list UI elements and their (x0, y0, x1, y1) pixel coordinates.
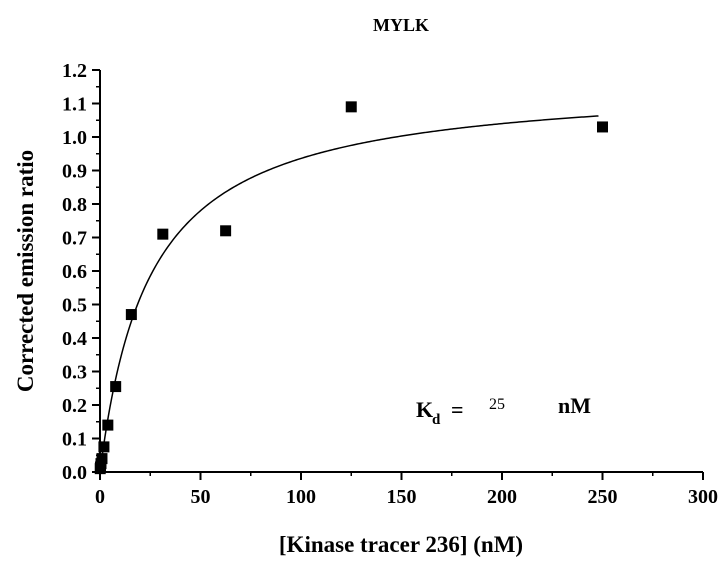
x-tick-label: 50 (191, 486, 211, 508)
y-tick-label: 0.2 (62, 395, 87, 417)
y-tick-label: 0.4 (62, 328, 87, 350)
kd-value: 25 (489, 396, 505, 413)
data-point (345, 101, 357, 113)
y-tick-label: 0.5 (62, 295, 87, 317)
y-tick-label: 0.7 (62, 228, 87, 250)
y-axis-label: Corrected emission ratio (13, 150, 38, 392)
data-point (96, 453, 108, 465)
data-point (102, 419, 114, 431)
x-axis-label: [Kinase tracer 236] (nM) (279, 532, 523, 557)
y-tick-label: 0.1 (62, 429, 87, 451)
data-point (597, 121, 608, 133)
y-tick-label: 1.0 (62, 127, 87, 149)
axes: 0.0 0.1 0.2 0.3 0.4 0.5 0.6 0.7 0.8 0.9 1.0 1.1 1.2 0… (62, 60, 718, 508)
data-point (110, 381, 122, 393)
kd-symbol: K (416, 397, 433, 422)
fit-layer (99, 115, 599, 473)
kd-equals: = (451, 397, 464, 422)
chart-title: MYLK (373, 15, 429, 35)
data-point (125, 309, 137, 321)
y-tick-label: 0.3 (62, 362, 87, 384)
points-layer (94, 101, 608, 475)
kd-unit: nM (558, 393, 591, 418)
y-tick-label: 0.9 (62, 161, 87, 183)
x-tick-label: 0 (95, 486, 105, 508)
y-tick-label: 1.2 (62, 60, 87, 82)
x-tick-label: 250 (588, 486, 618, 508)
x-tick-label: 300 (688, 486, 718, 508)
fit-curve (99, 115, 599, 473)
kd-subscript: d (432, 412, 441, 428)
y-tick-label: 0.6 (62, 261, 87, 283)
x-tick-label: 200 (487, 486, 517, 508)
data-point (220, 225, 232, 237)
y-tick-label: 0.8 (62, 194, 87, 216)
x-tick-label: 100 (286, 486, 316, 508)
data-point (157, 228, 169, 240)
x-tick-label: 150 (387, 486, 417, 508)
kd-annotation: K d = 25 nM (416, 393, 591, 428)
y-tick-label: 0.0 (62, 462, 87, 484)
y-tick-label: 1.1 (62, 94, 87, 116)
data-point (98, 441, 110, 453)
